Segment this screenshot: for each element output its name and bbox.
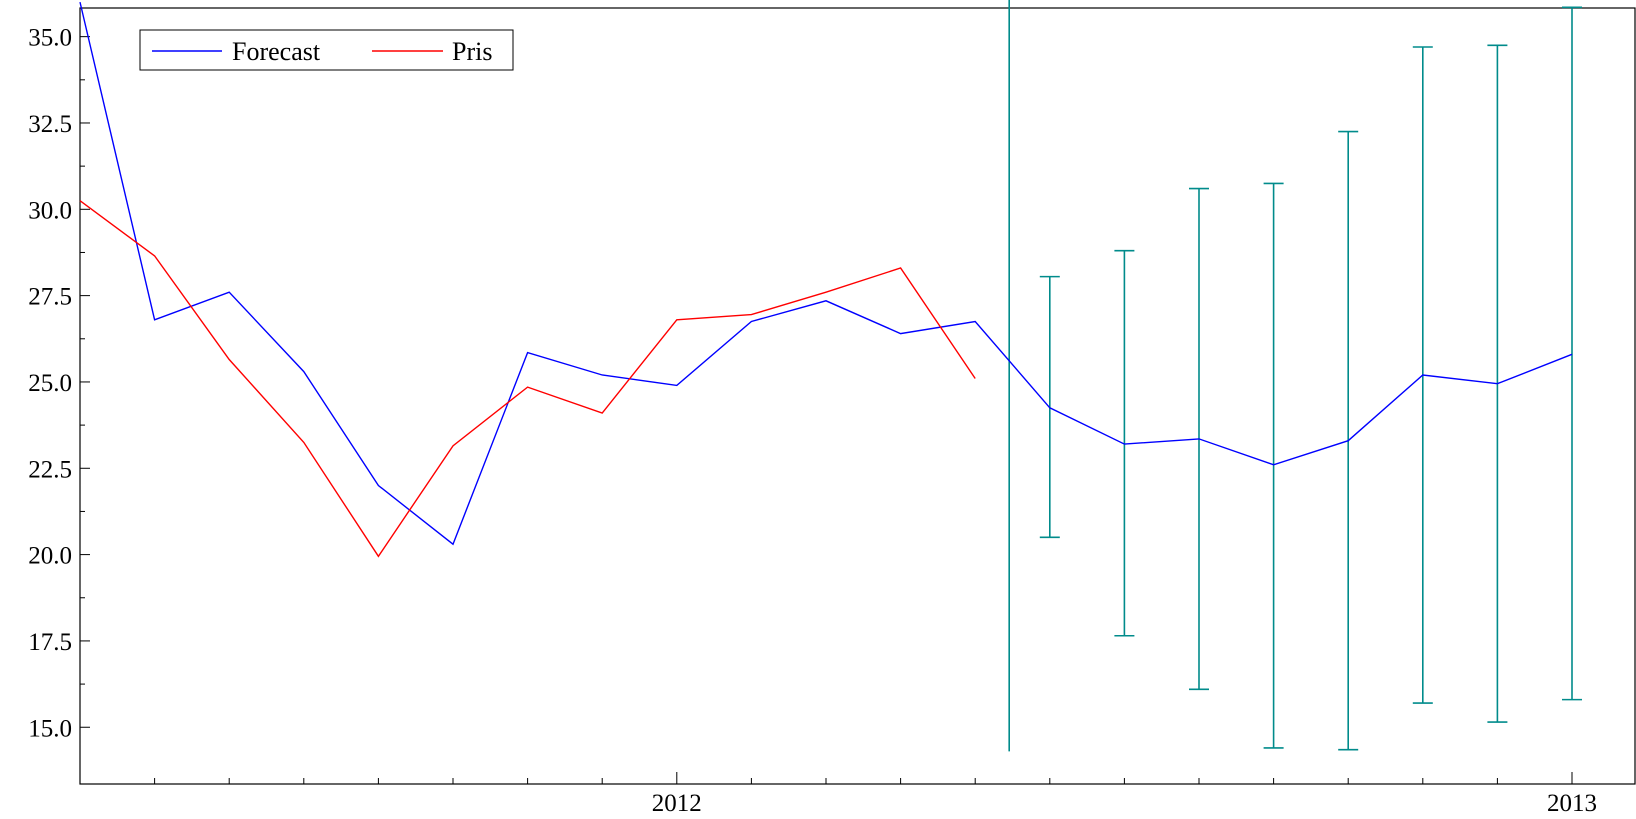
series-line-forecast [79, 1, 1573, 546]
x-tick-label: 2013 [1547, 790, 1597, 817]
legend-label-forecast: Forecast [232, 37, 321, 66]
legend: Forecast Pris [139, 29, 514, 71]
x-tick-label: 2012 [652, 790, 702, 817]
y-tick-label: 22.5 [28, 456, 72, 483]
plot-area [79, 7, 1636, 785]
y-tick-label: 35.0 [28, 25, 72, 52]
x-axis: 2012 2013 [154, 772, 1597, 817]
legend-box [139, 29, 514, 71]
series-line-pris [79, 200, 976, 558]
y-tick-label: 32.5 [28, 111, 72, 138]
y-tick-label: 27.5 [28, 284, 72, 311]
y-axis: 15.0 17.5 20.0 22.5 25.0 27.5 30.0 32.5 35.0 [28, 25, 90, 742]
error-bar [1562, 6, 1582, 701]
y-tick-label: 20.0 [28, 543, 72, 570]
y-tick-label: 30.0 [28, 197, 72, 224]
y-tick-label: 17.5 [28, 629, 72, 656]
plot-border [79, 7, 1636, 785]
y-tick-label: 15.0 [28, 715, 72, 742]
legend-label-pris: Pris [452, 37, 492, 66]
error-bar [1114, 249, 1135, 637]
series-lines [79, 1, 1573, 558]
forecast-error-bars [1008, 0, 1582, 752]
y-tick-label: 25.0 [28, 370, 72, 397]
error-bar [1263, 182, 1284, 749]
